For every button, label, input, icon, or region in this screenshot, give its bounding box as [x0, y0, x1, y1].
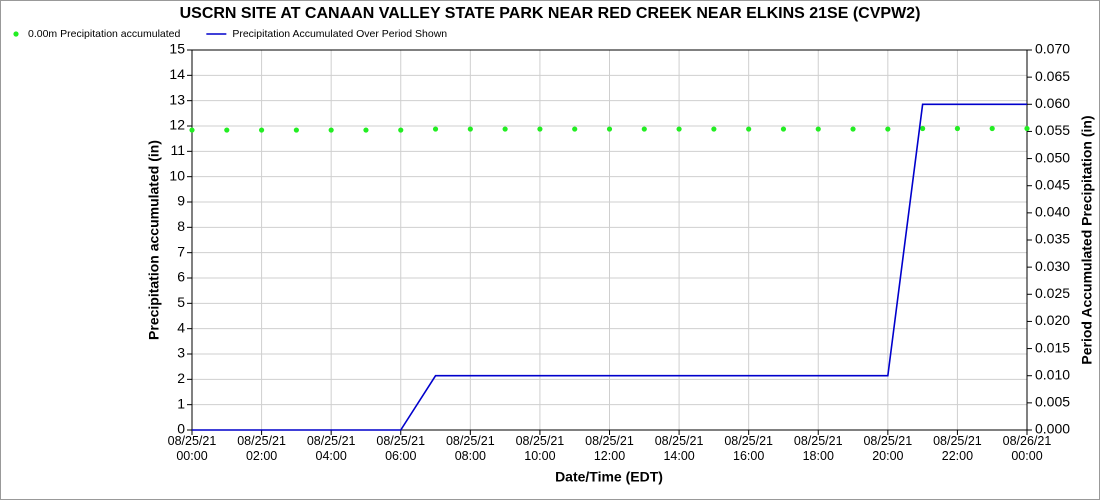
- data-point: [502, 126, 508, 132]
- y-axis-label: Precipitation accumulated (in): [146, 140, 162, 340]
- y2-tick-label: 0.050: [1035, 149, 1070, 165]
- legend-label: 0.00m Precipitation accumulated: [28, 28, 180, 40]
- data-point: [676, 126, 682, 132]
- data-point: [189, 127, 195, 133]
- y2-tick-label: 0.015: [1035, 339, 1070, 355]
- x-tick-label: 08/25/21 00:00: [168, 434, 217, 463]
- x-axis-label: Date/Time (EDT): [555, 469, 663, 485]
- legend-marker: [13, 31, 19, 37]
- data-point: [363, 127, 369, 133]
- y2-tick-label: 0.020: [1035, 312, 1070, 328]
- data-point: [850, 126, 856, 132]
- data-point: [398, 127, 404, 133]
- data-point: [293, 127, 299, 133]
- data-point: [920, 125, 926, 132]
- chart-title: USCRN SITE AT CANAAN VALLEY STATE PARK N…: [180, 5, 921, 22]
- data-point: [746, 126, 752, 132]
- x-tick-label: 08/25/21 06:00: [376, 434, 425, 463]
- x-tick-label: 08/26/21 00:00: [1003, 434, 1052, 463]
- y2-tick-label: 0.055: [1035, 122, 1070, 138]
- y-tick-label: 9: [177, 193, 185, 209]
- y2-tick-label: 0.030: [1035, 258, 1070, 274]
- x-tick-label: 08/25/21 08:00: [446, 434, 495, 463]
- y-tick-label: 14: [169, 66, 185, 82]
- data-point: [989, 125, 995, 132]
- y2-axis-label: Period Accumulated Precipitation (in): [1079, 115, 1095, 364]
- legend-label: Precipitation Accumulated Over Period Sh…: [232, 28, 447, 40]
- data-point: [954, 125, 961, 132]
- data-point: [572, 126, 578, 132]
- y2-tick-label: 0.065: [1035, 68, 1070, 84]
- y-tick-label: 12: [169, 117, 185, 133]
- data-point: [432, 126, 439, 132]
- y-tick-label: 7: [177, 243, 185, 259]
- y-tick-label: 3: [177, 345, 185, 361]
- data-point: [606, 126, 613, 132]
- x-tick-label: 08/25/21 12:00: [585, 434, 634, 463]
- y-tick-label: 6: [177, 269, 185, 285]
- y-tick-label: 2: [177, 370, 185, 386]
- y2-tick-label: 0.060: [1035, 95, 1070, 111]
- data-point: [780, 126, 787, 132]
- y2-tick-label: 0.070: [1035, 41, 1070, 57]
- x-tick-label: 08/25/21 10:00: [516, 434, 565, 463]
- data-point: [815, 126, 821, 132]
- x-tick-label: 08/25/21 02:00: [237, 434, 286, 463]
- data-point: [711, 126, 717, 132]
- x-tick-label: 08/25/21 14:00: [655, 434, 704, 463]
- y-tick-label: 15: [169, 41, 185, 57]
- x-tick-label: 08/25/21 22:00: [933, 434, 982, 463]
- y-tick-label: 8: [177, 218, 185, 234]
- y2-tick-label: 0.025: [1035, 285, 1070, 301]
- data-line: [192, 103, 1027, 431]
- x-tick-label: 08/25/21 18:00: [794, 434, 843, 463]
- y2-tick-label: 0.045: [1035, 176, 1070, 192]
- plot-border: [191, 49, 1028, 431]
- y2-tick-label: 0.005: [1035, 394, 1070, 410]
- y2-tick-label: 0.010: [1035, 366, 1070, 382]
- x-tick-label: 08/25/21 20:00: [863, 434, 912, 463]
- data-point: [224, 127, 230, 133]
- y2-tick-label: 0.000: [1035, 421, 1070, 437]
- data-point: [1024, 125, 1030, 132]
- y-tick-label: 13: [169, 91, 185, 107]
- y-tick-label: 10: [169, 167, 185, 183]
- data-point: [537, 126, 543, 132]
- y-tick-label: 4: [177, 319, 185, 335]
- y2-tick-label: 0.035: [1035, 231, 1070, 247]
- y-tick-label: 1: [177, 395, 185, 411]
- y-tick-label: 11: [170, 142, 185, 158]
- y2-tick-label: 0.040: [1035, 204, 1070, 220]
- data-point: [328, 127, 334, 133]
- x-tick-label: 08/25/21 04:00: [307, 434, 356, 463]
- y-tick-label: 5: [177, 294, 185, 310]
- data-point: [885, 126, 891, 132]
- y-tick-label: 0: [177, 421, 185, 437]
- data-point: [641, 126, 647, 132]
- data-point: [258, 127, 265, 133]
- data-point: [467, 126, 473, 132]
- x-tick-label: 08/25/21 16:00: [724, 434, 773, 463]
